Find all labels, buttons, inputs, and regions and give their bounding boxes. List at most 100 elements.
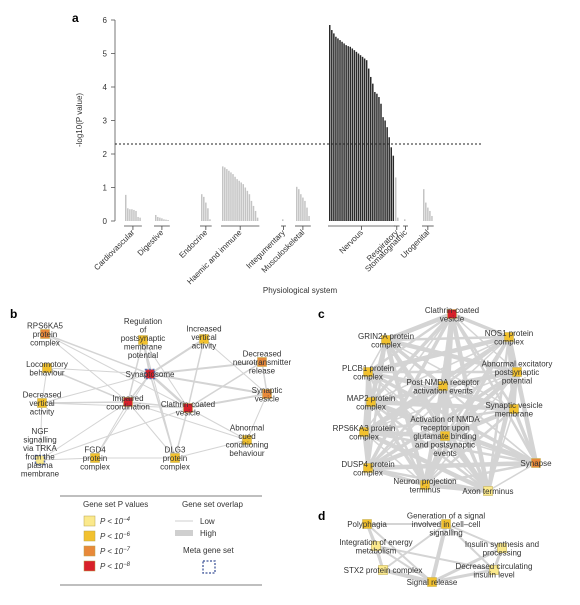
overlap-edge	[445, 523, 503, 549]
bar-cardiovascular	[131, 209, 133, 221]
overlap-edge	[487, 408, 515, 492]
node-label: metabolism	[356, 546, 397, 555]
overlap-edge	[368, 399, 517, 412]
node-label: terminus	[410, 485, 441, 494]
bar-nervous	[331, 30, 333, 221]
overlap-edge	[362, 400, 373, 434]
overlap-edge	[39, 407, 189, 461]
node-label: membrane	[124, 343, 163, 352]
bar-digestive	[161, 218, 163, 221]
node-marker	[504, 332, 514, 342]
node-marker	[381, 335, 391, 345]
bar-urogenital	[425, 202, 427, 221]
node-marker	[438, 381, 448, 391]
node-label: protein	[33, 330, 57, 339]
node-label: Clathrin-coated	[161, 400, 215, 409]
overlap-edge	[127, 401, 189, 409]
bar-musculoskeletal	[300, 194, 302, 221]
gene-set-node-stx2: STX2 protein complex	[344, 565, 423, 575]
bar-nervous	[367, 68, 370, 221]
legend-level-exponent: −6	[123, 532, 131, 538]
node-label: vertical	[29, 399, 55, 408]
bar-haemic-and-immune	[232, 174, 234, 221]
overlap-edge	[149, 373, 268, 395]
node-marker	[34, 454, 46, 466]
overlap-edge	[142, 339, 189, 409]
bar-haemic-and-immune	[228, 170, 230, 221]
node-marker	[497, 543, 507, 553]
node-label: postsynaptic	[121, 334, 165, 343]
node-label: potential	[502, 377, 532, 386]
bar-nervous	[343, 43, 345, 222]
node-label: DUSP4 protein	[341, 460, 394, 469]
node-label: STX2 protein complex	[344, 566, 423, 575]
node-label: Decreased circulating	[456, 562, 533, 571]
overlap-edge	[94, 373, 151, 459]
node-label: Decreased	[243, 350, 282, 359]
overlap-edge	[487, 462, 537, 492]
overlap-edge	[362, 430, 538, 465]
overlap-edge	[41, 401, 129, 404]
legend-level-label: P < 10−6	[100, 532, 131, 541]
node-marker	[362, 519, 372, 529]
node-label: Decreased	[23, 391, 62, 400]
node-label: receptor upon	[420, 424, 469, 433]
bar-haemic-and-immune	[230, 172, 232, 221]
node-marker	[531, 458, 541, 468]
overlap-edge	[148, 372, 190, 410]
overlap-edge	[442, 385, 515, 410]
overlap-edge	[422, 482, 491, 494]
bar-haemic-and-immune	[250, 200, 253, 221]
node-marker	[427, 577, 437, 587]
overlap-edge	[46, 367, 151, 375]
x-tick-label: Cardiovascular	[92, 228, 136, 272]
bar-nervous	[349, 46, 351, 221]
bar-digestive	[155, 214, 157, 221]
overlap-edge	[450, 312, 511, 339]
bar-endocrine	[207, 208, 209, 221]
bar-integumentary	[282, 219, 284, 221]
node-label: Signal release	[407, 578, 458, 587]
node-label: Insulin synthesis and	[465, 540, 539, 549]
node-label: involved in cell–cell	[412, 520, 481, 529]
node-label: NGF	[32, 427, 49, 436]
overlap-edge	[39, 402, 43, 461]
bar-chart-a: 0 1 2 3 4 5 6 -log10(P value) Cardiovascular Di…	[75, 16, 482, 295]
node-marker	[420, 480, 430, 490]
node-label: membrane	[495, 409, 534, 418]
bar-nervous	[386, 127, 388, 221]
overlap-edge	[430, 568, 496, 584]
overlap-edge	[361, 429, 448, 439]
node-label: postsynaptic	[495, 368, 539, 377]
bar-haemic-and-immune	[238, 180, 240, 221]
gene-set-node-axon: Axon terminus	[462, 486, 514, 496]
node-label: Clathrin-coated	[425, 306, 479, 315]
legend-level-exponent: −7	[123, 547, 131, 553]
node-label: neurotransmitter	[233, 358, 292, 367]
bar-digestive	[167, 219, 169, 221]
node-label: Polyphagia	[347, 520, 387, 529]
overlap-edge	[369, 400, 427, 487]
node-label: vesicle	[255, 394, 280, 403]
overlap-edge	[149, 338, 205, 375]
node-marker	[138, 335, 148, 345]
overlap-edge	[381, 568, 434, 584]
bar-nervous	[380, 103, 382, 221]
node-label: vertical	[191, 333, 217, 342]
node-label: Synaptic vesicle	[485, 401, 543, 410]
bar-cardiovascular	[129, 209, 131, 221]
y-tick-label: 1	[103, 184, 108, 193]
node-label: vesicle	[440, 314, 465, 323]
node-label: vesicle	[176, 408, 201, 417]
bar-nervous	[372, 83, 374, 222]
x-axis-label: Physiological system	[263, 286, 338, 295]
node-label: events	[433, 449, 457, 458]
network-c-edges	[361, 311, 539, 494]
node-label: Increased	[186, 325, 221, 334]
